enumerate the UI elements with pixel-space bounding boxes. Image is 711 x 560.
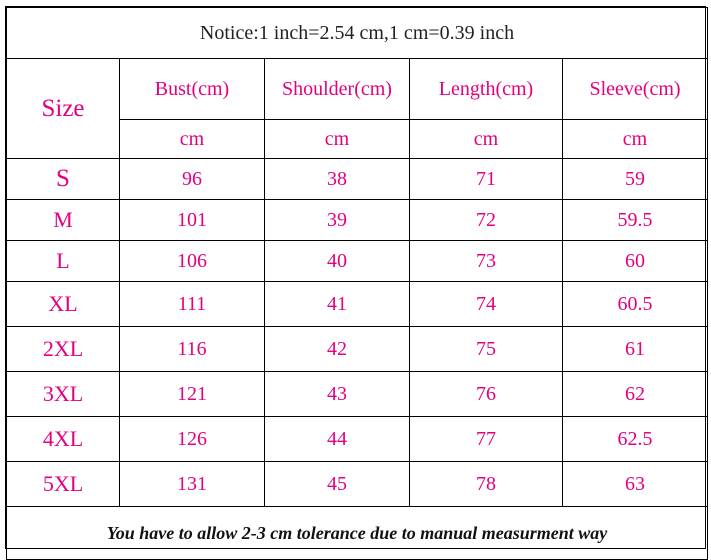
length-cell: 73 (409, 240, 563, 282)
bust-header: Bust(cm) (119, 58, 265, 120)
bust-cell: 131 (119, 461, 265, 507)
sleeve-cell: 60.5 (561, 281, 709, 327)
sleeve-cell: 62 (561, 371, 709, 417)
sleeve-cell: 59 (561, 158, 709, 200)
bust-cell: 96 (119, 158, 265, 200)
size-chart: Notice:1 inch=2.54 cm,1 cm=0.39 inch Siz… (5, 6, 709, 560)
length-cell: 71 (409, 158, 563, 200)
bust-cell: 116 (119, 326, 265, 372)
units-row: cm cm cm cm (7, 119, 709, 159)
shoulder-cell: 42 (264, 326, 410, 372)
shoulder-cell: 40 (264, 240, 410, 282)
table-row: XL 111 41 74 60.5 (6, 281, 709, 327)
shoulder-cell: 43 (264, 371, 410, 417)
size-cell: XL (6, 281, 120, 327)
size-cell: 5XL (6, 461, 120, 507)
sleeve-cell: 61 (561, 326, 709, 372)
bust-cell: 126 (119, 416, 265, 462)
length-cell: 72 (409, 199, 563, 241)
shoulder-cell: 39 (264, 199, 410, 241)
length-unit: cm (409, 119, 563, 159)
bust-cell: 101 (119, 199, 265, 241)
size-cell: 2XL (6, 326, 120, 372)
table-row: 4XL 126 44 77 62.5 (6, 416, 709, 462)
size-cell: 4XL (6, 416, 120, 462)
table-row: L 106 40 73 60 (6, 240, 709, 282)
length-cell: 76 (409, 371, 563, 417)
table-row: 3XL 121 43 76 62 (6, 371, 709, 417)
tolerance-note: You have to allow 2-3 cm tolerance due t… (5, 506, 709, 560)
notice-row: Notice:1 inch=2.54 cm,1 cm=0.39 inch (5, 7, 709, 59)
sleeve-unit: cm (561, 119, 709, 159)
size-header: Size (6, 58, 120, 159)
length-header: Length(cm) (409, 58, 563, 120)
length-cell: 74 (409, 281, 563, 327)
sleeve-cell: 63 (561, 461, 709, 507)
header-row: Size Bust(cm) Shoulder(cm) Length(cm) Sl… (6, 58, 709, 159)
length-cell: 78 (409, 461, 563, 507)
shoulder-header: Shoulder(cm) (264, 58, 410, 120)
sleeve-cell: 60 (561, 240, 709, 282)
shoulder-cell: 38 (264, 158, 410, 200)
footer-row: You have to allow 2-3 cm tolerance due t… (5, 506, 709, 560)
length-cell: 77 (409, 416, 563, 462)
table-row: M 101 39 72 59.5 (6, 199, 709, 241)
bust-cell: 106 (119, 240, 265, 282)
bust-cell: 121 (119, 371, 265, 417)
bust-unit: cm (119, 119, 265, 159)
sleeve-header: Sleeve(cm) (561, 58, 709, 120)
size-cell: S (6, 158, 120, 200)
size-cell: L (6, 240, 120, 282)
sleeve-cell: 62.5 (561, 416, 709, 462)
table-row: 2XL 116 42 75 61 (6, 326, 709, 372)
table-row: 5XL 131 45 78 63 (6, 461, 709, 507)
shoulder-cell: 41 (264, 281, 410, 327)
notice-text: Notice:1 inch=2.54 cm,1 cm=0.39 inch (5, 7, 709, 59)
table-row: S 96 38 71 59 (6, 158, 709, 200)
shoulder-unit: cm (264, 119, 410, 159)
size-cell: 3XL (6, 371, 120, 417)
shoulder-cell: 44 (264, 416, 410, 462)
size-cell: M (6, 199, 120, 241)
shoulder-cell: 45 (264, 461, 410, 507)
size-chart-table: Notice:1 inch=2.54 cm,1 cm=0.39 inch Siz… (5, 7, 709, 560)
sleeve-cell: 59.5 (561, 199, 709, 241)
length-cell: 75 (409, 326, 563, 372)
bust-cell: 111 (119, 281, 265, 327)
